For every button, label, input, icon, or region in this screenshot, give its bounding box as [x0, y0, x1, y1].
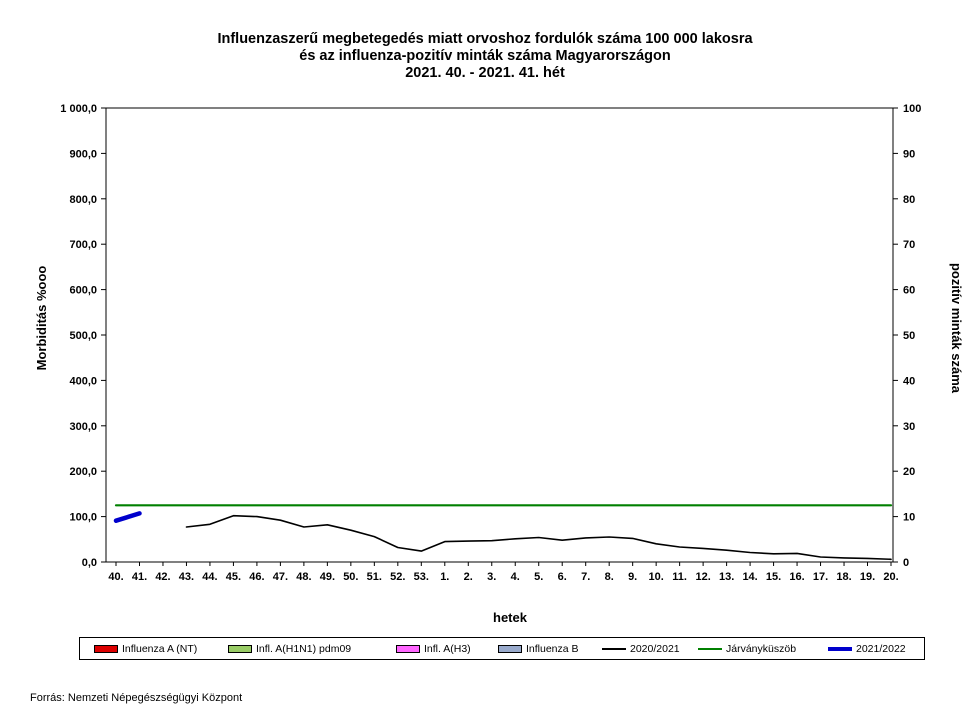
x-tick-label: 50.	[343, 571, 358, 583]
x-tick-label: 42.	[155, 571, 170, 583]
y-tick-label: 600,0	[69, 285, 97, 297]
y2-tick-label: 30	[903, 421, 915, 433]
x-tick-label: 9.	[628, 571, 637, 583]
legend-label: 2021/2022	[856, 642, 906, 655]
y2-tick-label: 40	[903, 375, 915, 387]
y-tick-label: 800,0	[69, 194, 97, 206]
x-tick-label: 15.	[766, 571, 781, 583]
y2-tick-label: 0	[903, 557, 909, 569]
x-tick-label: 18.	[836, 571, 851, 583]
x-tick-label: 6.	[558, 571, 567, 583]
x-tick-label: 51.	[367, 571, 382, 583]
legend-swatch	[498, 644, 522, 653]
legend-line	[698, 647, 722, 650]
legend-label: Influenza A (NT)	[122, 642, 198, 655]
x-tick-label: 41.	[132, 571, 147, 583]
x-tick-label: 5.	[534, 571, 543, 583]
legend-label: Járványküszöb	[726, 642, 797, 655]
x-tick-label: 7.	[581, 571, 590, 583]
x-tick-label: 48.	[296, 571, 311, 583]
x-tick-label: 53.	[414, 571, 429, 583]
x-tick-label: 12.	[695, 571, 710, 583]
y2-tick-label: 20	[903, 466, 915, 478]
legend-item: Influenza B	[498, 638, 579, 659]
legend-line	[602, 647, 626, 650]
x-tick-label: 45.	[226, 571, 241, 583]
y2-tick-label: 10	[903, 512, 915, 524]
x-axis-label: hetek	[493, 610, 528, 625]
legend-swatch	[396, 644, 420, 653]
legend-item: 2021/2022	[828, 638, 906, 659]
x-tick-label: 47.	[273, 571, 288, 583]
y2-tick-label: 80	[903, 194, 915, 206]
legend-label: Influenza B	[526, 642, 579, 655]
x-tick-label: 2.	[464, 571, 473, 583]
y2-tick-label: 100	[903, 103, 921, 115]
x-tick-label: 17.	[813, 571, 828, 583]
x-tick-label: 10.	[649, 571, 664, 583]
legend-label: Infl. A(H3)	[424, 642, 471, 655]
y2-tick-label: 60	[903, 285, 915, 297]
legend-label: Infl. A(H1N1) pdm09	[256, 642, 352, 655]
x-tick-label: 13.	[719, 571, 734, 583]
x-tick-label: 43.	[179, 571, 194, 583]
legend-item: Infl. A(H1N1) pdm09	[228, 638, 351, 659]
legend-swatch	[228, 644, 252, 653]
x-tick-label: 8.	[605, 571, 614, 583]
x-tick-label: 46.	[249, 571, 264, 583]
y-tick-label: 100,0	[69, 512, 97, 524]
y-tick-label: 700,0	[69, 239, 97, 251]
y2-tick-label: 70	[903, 239, 915, 251]
x-tick-label: 19.	[860, 571, 875, 583]
x-tick-label: 16.	[789, 571, 804, 583]
y-axis-label: Morbiditás %ooo	[34, 266, 49, 371]
x-tick-label: 49.	[320, 571, 335, 583]
legend-line	[828, 646, 852, 651]
y-tick-label: 500,0	[69, 330, 97, 342]
y2-tick-label: 90	[903, 148, 915, 160]
x-tick-label: 52.	[390, 571, 405, 583]
x-tick-label: 4.	[511, 571, 520, 583]
y-tick-label: 400,0	[69, 375, 97, 387]
x-tick-label: 11.	[672, 571, 687, 583]
source-note: Forrás: Nemzeti Népegészségügyi Központ	[30, 692, 243, 704]
y-tick-label: 900,0	[69, 148, 97, 160]
x-tick-label: 14.	[742, 571, 757, 583]
x-tick-label: 44.	[202, 571, 217, 583]
series-line-2021-2022	[113, 511, 142, 523]
y-tick-label: 300,0	[69, 421, 97, 433]
legend-item: Influenza A (NT)	[94, 638, 197, 659]
chart-area: 0,0 100,0 200,0 300,0 400,0 500,0 600,0 700,0 80…	[34, 103, 964, 625]
y2-axis-label: pozitív minták száma	[949, 263, 964, 394]
y-tick-label: 200,0	[69, 466, 97, 478]
chart-title-line-3: 2021. 40. - 2021. 41. hét	[405, 65, 565, 81]
y2-tick-label: 50	[903, 330, 915, 342]
x-tick-label: 1.	[440, 571, 449, 583]
y-tick-label: 1 000,0	[60, 103, 97, 115]
chart-title-line-2: és az influenza-pozitív minták száma Mag…	[299, 48, 671, 64]
legend-item: 2020/2021	[602, 638, 680, 659]
legend-item: Infl. A(H3)	[396, 638, 471, 659]
legend: Influenza A (NT) Infl. A(H1N1) pdm09 Infl.…	[79, 637, 925, 660]
plot-frame	[105, 107, 894, 563]
x-tick-label: 20.	[883, 571, 898, 583]
legend-label: 2020/2021	[630, 642, 680, 655]
y-tick-label: 0,0	[82, 557, 97, 569]
x-tick-label: 40.	[108, 571, 123, 583]
legend-swatch	[94, 644, 118, 653]
chart-title-line-1: Influenzaszerű megbetegedés miatt orvosh…	[217, 31, 753, 47]
series-line-2020-2021	[185, 514, 892, 561]
legend-item: Járványküszöb	[698, 638, 796, 659]
x-tick-label: 3.	[487, 571, 496, 583]
